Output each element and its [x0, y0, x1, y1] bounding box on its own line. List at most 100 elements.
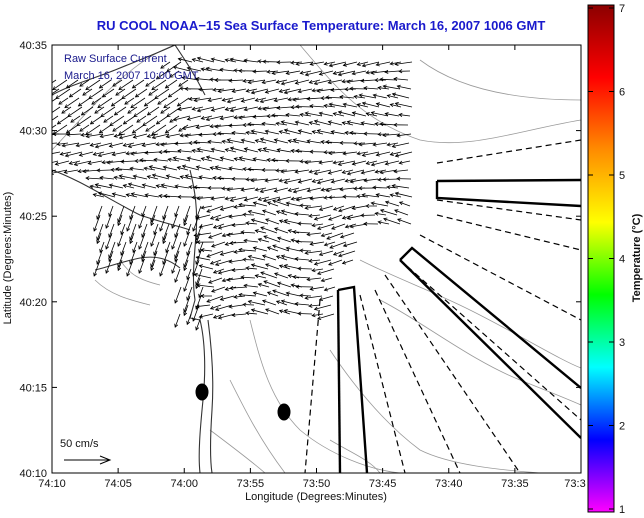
current-vector: [271, 113, 290, 118]
current-vector: [164, 124, 178, 134]
current-vector: [360, 78, 376, 83]
current-vector: [131, 79, 145, 89]
current-vector: [323, 286, 336, 292]
current-vector: [158, 150, 171, 155]
current-vector: [238, 156, 257, 162]
current-vector: [273, 138, 289, 144]
current-vector: [245, 221, 258, 226]
current-vector: [386, 185, 399, 190]
current-vector: [80, 132, 93, 137]
current-vector: [52, 79, 57, 84]
current-vector: [141, 183, 157, 189]
current-vector: [306, 139, 322, 144]
current-vector: [259, 187, 278, 194]
current-vector: [370, 201, 389, 207]
current-vector: [231, 176, 247, 181]
current-vector: [196, 240, 215, 245]
current-vector: [247, 79, 266, 85]
current-vector: [183, 214, 189, 227]
current-vector: [287, 187, 300, 192]
current-vector: [323, 103, 336, 108]
y-tick-label: 40:10: [19, 468, 47, 480]
current-vector: [323, 150, 336, 155]
current-vector: [365, 203, 378, 209]
y-tick-label: 40:15: [19, 382, 47, 394]
current-vector: [245, 311, 258, 316]
current-vector: [122, 184, 135, 189]
current-vector: [212, 223, 225, 229]
current-vector: [214, 78, 233, 83]
current-vector: [195, 214, 211, 220]
current-vector: [196, 147, 215, 153]
current-vector: [309, 61, 325, 66]
current-vector: [108, 241, 116, 259]
current-vector: [117, 232, 124, 247]
current-vector: [391, 142, 410, 149]
current-vector: [52, 124, 57, 129]
current-vector: [308, 303, 321, 308]
current-vector: [316, 88, 335, 93]
current-vector: [99, 133, 115, 139]
x-tick-label: 73:3: [564, 478, 585, 490]
current-vector: [266, 201, 279, 207]
current-vector: [110, 97, 124, 107]
current-vector: [113, 133, 126, 138]
current-vector: [198, 223, 214, 229]
current-vector: [193, 272, 212, 279]
current-vector: [262, 196, 281, 203]
current-vector: [330, 87, 346, 92]
current-vector: [250, 178, 269, 183]
current-vector: [294, 301, 310, 307]
current-vector: [160, 183, 179, 189]
current-vector: [242, 302, 255, 307]
x-axis-ticks: 74:10 74:05 74:00 73:55 73:50 73:45 73:40 73:35…: [38, 45, 586, 490]
current-vector: [143, 166, 156, 171]
current-vector: [162, 165, 178, 171]
current-vector: [383, 217, 401, 225]
colorbar-tick-label: 7: [619, 3, 625, 15]
current-vector: [111, 151, 127, 157]
current-vector: [278, 130, 291, 135]
current-vector: [121, 88, 137, 100]
current-vector: [224, 148, 237, 153]
current-vector: [338, 250, 356, 258]
current-vector: [328, 259, 343, 266]
current-vector: [210, 147, 226, 153]
current-vector: [375, 193, 391, 198]
current-vector: [384, 160, 400, 166]
current-vector: [183, 259, 189, 272]
current-vector: [295, 239, 314, 244]
colorbar-tick-label: 4: [619, 254, 625, 266]
current-vector: [297, 221, 313, 226]
current-vector: [184, 133, 203, 138]
current-vector: [245, 130, 258, 135]
current-vector: [110, 167, 123, 172]
current-vector: [94, 183, 113, 189]
current-vector: [85, 133, 104, 139]
x-tick-label: 74:10: [38, 478, 66, 490]
current-vector: [174, 250, 180, 263]
current-vector: [396, 176, 412, 181]
current-vector: [306, 277, 322, 282]
current-vector: [306, 187, 322, 193]
current-vector: [155, 115, 169, 125]
current-vector: [393, 122, 409, 127]
current-vector: [356, 61, 369, 66]
current-vector: [265, 263, 280, 270]
current-vector: [172, 115, 191, 122]
current-vector: [167, 88, 181, 98]
current-vector: [206, 295, 224, 303]
current-vector: [231, 88, 247, 94]
current-vector: [309, 241, 325, 246]
current-vector: [252, 114, 268, 119]
current-vector: [374, 78, 387, 83]
current-vector: [111, 192, 127, 198]
current-vector: [130, 151, 149, 156]
current-vector: [89, 115, 103, 125]
current-vector: [209, 259, 222, 265]
current-vector: [344, 223, 357, 229]
current-vector: [115, 166, 134, 172]
current-vector: [205, 66, 224, 72]
current-vector: [265, 308, 280, 315]
current-vector: [257, 282, 270, 288]
